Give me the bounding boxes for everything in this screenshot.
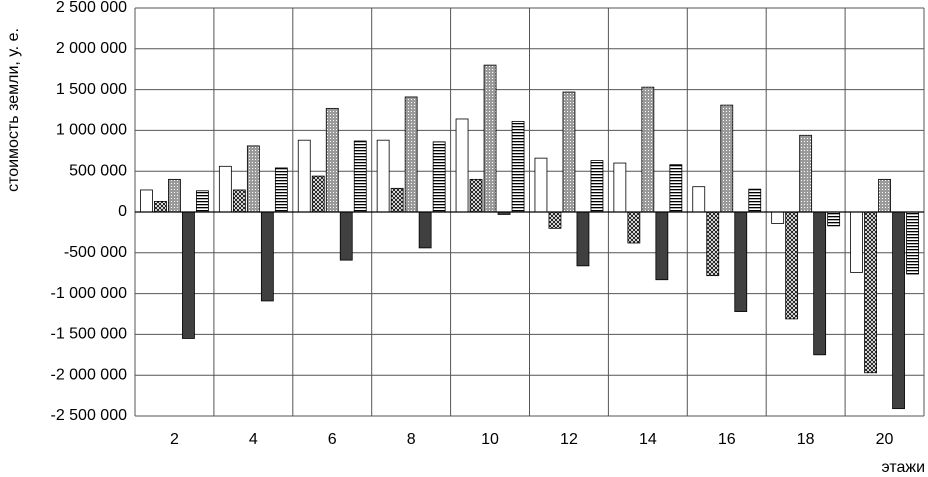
bar	[404, 96, 418, 213]
y-tick-label: 2 500 000	[56, 0, 127, 16]
bar	[376, 139, 390, 213]
bar	[339, 211, 353, 261]
bar	[720, 104, 734, 213]
bar	[706, 211, 720, 277]
bar	[641, 86, 655, 213]
y-tick-label: 2 000 000	[56, 40, 127, 57]
bar	[799, 134, 813, 213]
bar	[590, 160, 604, 213]
bar	[325, 107, 339, 213]
bar	[168, 178, 181, 213]
bar	[390, 187, 404, 213]
y-tick-label: -1 500 000	[50, 326, 127, 343]
bar	[432, 141, 446, 213]
x-axis-label: этажи	[882, 459, 926, 476]
y-tick-label: -2 000 000	[50, 366, 127, 383]
x-tick-label: 2	[170, 431, 179, 448]
bar	[613, 162, 627, 213]
bar	[154, 200, 167, 213]
bar	[627, 211, 641, 244]
bar	[864, 211, 877, 374]
y-tick-label: -500 000	[64, 244, 127, 261]
bar	[418, 211, 432, 249]
y-tick-label: 0	[118, 203, 127, 220]
x-tick-label: 10	[481, 431, 499, 448]
bar	[692, 186, 706, 213]
bar	[576, 211, 590, 267]
bar	[469, 178, 483, 213]
x-tick-label: 6	[328, 431, 337, 448]
bar	[534, 157, 548, 213]
x-tick-label: 18	[797, 431, 815, 448]
bar	[196, 190, 209, 213]
y-tick-label: 1 000 000	[56, 122, 127, 139]
bar	[562, 91, 576, 213]
bar	[906, 211, 919, 275]
y-tick-label: -1 000 000	[50, 285, 127, 302]
bar	[455, 118, 469, 213]
x-tick-label: 12	[560, 431, 578, 448]
bar	[297, 139, 311, 213]
bar	[140, 189, 153, 213]
x-tick-label: 8	[407, 431, 416, 448]
bar	[734, 211, 748, 312]
bar	[771, 211, 785, 224]
bar	[232, 189, 246, 213]
bar	[785, 211, 799, 320]
y-tick-label: 500 000	[69, 162, 127, 179]
y-tick-label: 1 500 000	[56, 81, 127, 98]
bar	[274, 167, 288, 213]
bar	[218, 165, 232, 213]
bar	[353, 140, 367, 213]
bar	[655, 211, 669, 281]
bar	[511, 121, 525, 213]
bar	[892, 211, 905, 410]
x-tick-label: 20	[876, 431, 894, 448]
y-axis-label: стоимость земли, у. е.	[5, 28, 22, 192]
bar	[246, 145, 260, 213]
x-tick-label: 4	[249, 431, 258, 448]
x-tick-label: 14	[639, 431, 657, 448]
bar	[878, 178, 891, 213]
bar	[669, 164, 683, 213]
bar	[850, 211, 863, 273]
bar	[182, 211, 195, 339]
bar	[311, 175, 325, 213]
bar	[827, 211, 841, 227]
x-tick-label: 16	[718, 431, 736, 448]
y-tick-label: -2 500 000	[50, 407, 127, 424]
bar	[748, 188, 762, 213]
bar	[813, 211, 827, 356]
bar	[548, 211, 562, 229]
bar	[483, 64, 497, 213]
bar	[260, 211, 274, 302]
